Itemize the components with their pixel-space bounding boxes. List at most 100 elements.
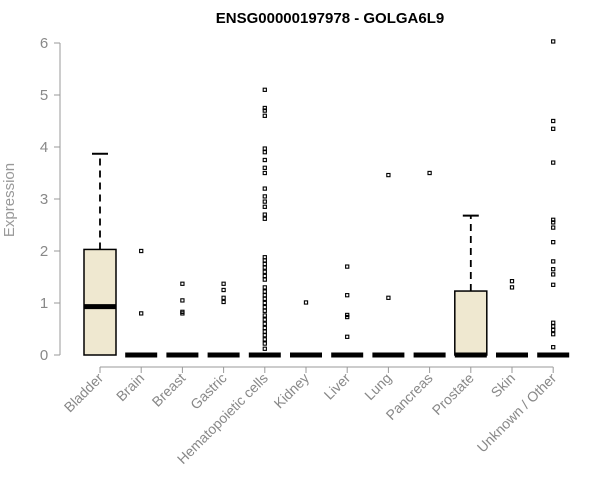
- y-axis: 0 1 2 3 4 5 6: [40, 35, 61, 364]
- y-tick-label: 4: [40, 139, 48, 156]
- outlier-point: [551, 282, 556, 287]
- outlier-point: [551, 324, 556, 329]
- box-brain: [125, 248, 158, 358]
- outlier-point: [262, 321, 267, 326]
- outlier-point: [262, 157, 267, 163]
- outlier-point: [551, 259, 556, 264]
- outlier-point: [262, 150, 267, 155]
- outlier-point: [262, 296, 267, 301]
- outlier-point: [551, 217, 556, 222]
- y-tick-label: 5: [40, 87, 48, 104]
- outlier-point: [551, 267, 556, 272]
- outlier-point: [262, 273, 267, 279]
- outlier-point: [262, 346, 267, 351]
- outlier-point: [262, 341, 267, 346]
- outlier-point: [345, 312, 350, 318]
- box-pancreas: [413, 170, 446, 358]
- box-gastric: [207, 281, 240, 358]
- outlier-point: [262, 108, 267, 113]
- outlier-point: [262, 305, 267, 310]
- y-tick-label: 1: [40, 295, 48, 312]
- y-tick-label: 6: [40, 35, 48, 52]
- outlier-point: [262, 317, 267, 322]
- box-group: [83, 39, 570, 358]
- outlier-point: [262, 325, 267, 331]
- outlier-point: [262, 170, 267, 176]
- outlier-point: [551, 39, 556, 44]
- outlier-point: [262, 289, 267, 294]
- x-tick-label: Liver: [321, 370, 354, 403]
- y-tick-label: 0: [40, 347, 48, 364]
- outlier-point: [180, 309, 185, 314]
- outlier-point: [262, 277, 267, 282]
- outlier-point: [303, 300, 309, 305]
- outlier-point: [262, 199, 267, 204]
- outlier-point: [262, 255, 267, 260]
- outlier-point: [345, 334, 350, 339]
- outlier-point: [345, 264, 350, 269]
- outlier-point: [139, 248, 144, 254]
- box-bladder: [83, 152, 117, 356]
- outlier-point: [262, 146, 267, 151]
- outlier-point: [386, 172, 391, 178]
- outlier-point: [551, 320, 556, 325]
- outlier-point: [221, 295, 226, 300]
- outlier-point: [221, 281, 226, 286]
- outlier-point: [345, 293, 350, 298]
- outlier-point: [262, 313, 267, 318]
- box-rect: [83, 248, 117, 356]
- box-rect: [454, 290, 488, 356]
- x-tick-label: Lung: [361, 370, 394, 403]
- box-skin: [496, 279, 528, 358]
- outlier-point: [551, 126, 556, 131]
- box-liver: [331, 264, 364, 358]
- outlier-point: [262, 337, 267, 342]
- outlier-point: [262, 285, 267, 290]
- x-tick-label: Bladder: [61, 370, 107, 416]
- outlier-point: [551, 160, 556, 165]
- outlier-point: [262, 113, 267, 118]
- box-prostate: [454, 214, 488, 358]
- outlier-point: [262, 165, 267, 170]
- outlier-point: [139, 311, 144, 316]
- outlier-point: [386, 295, 391, 300]
- outlier-point: [551, 332, 556, 337]
- x-tick-label: Skin: [488, 370, 519, 401]
- box-breast: [166, 281, 199, 358]
- x-tick-label: Breast: [149, 370, 189, 410]
- outlier-point: [221, 287, 226, 293]
- outlier-point: [262, 87, 267, 92]
- box-kidney: [290, 300, 322, 358]
- outlier-point: [262, 333, 267, 338]
- outlier-point: [509, 279, 515, 284]
- outlier-point: [551, 327, 556, 333]
- outlier-point: [551, 345, 556, 350]
- y-tick-label: 3: [40, 191, 48, 208]
- y-tick-label: 2: [40, 243, 48, 260]
- outlier-point: [551, 220, 556, 225]
- box-lung: [372, 172, 405, 358]
- outlier-point: [551, 240, 556, 245]
- outlier-point: [262, 269, 267, 274]
- outlier-point: [180, 298, 185, 303]
- outlier-point: [262, 216, 267, 221]
- outlier-point: [551, 272, 556, 277]
- outlier-point: [262, 194, 267, 199]
- y-axis-label: Expression: [1, 163, 18, 237]
- outlier-point: [262, 265, 267, 270]
- x-tick-label: Brain: [113, 370, 147, 404]
- outlier-point: [551, 118, 556, 124]
- outlier-point: [509, 285, 515, 290]
- box-hematopoietic-cells: [248, 87, 281, 358]
- outlier-point: [262, 186, 267, 191]
- outlier-point: [262, 308, 267, 313]
- outlier-point: [262, 300, 267, 306]
- outlier-point: [262, 204, 267, 209]
- outlier-point: [180, 281, 185, 286]
- chart-title: ENSG00000197978 - GOLGA6L9: [216, 10, 444, 27]
- outlier-point: [262, 212, 267, 217]
- outlier-point: [262, 261, 267, 267]
- outlier-point: [262, 329, 267, 334]
